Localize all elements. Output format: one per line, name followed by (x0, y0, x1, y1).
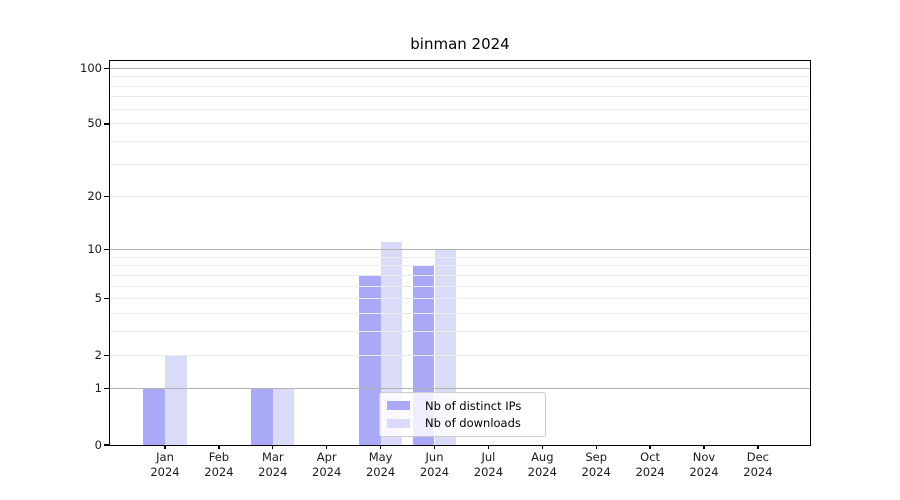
legend-label-downloads: Nb of downloads (425, 416, 521, 431)
y-tick-label-50: 50 (87, 116, 102, 131)
x-tick-mark-jul-2024 (487, 445, 490, 449)
minor-gridline-y-70 (110, 96, 810, 98)
legend: Nb of distinct IPs Nb of downloads (379, 392, 546, 437)
minor-gridline-y-90 (110, 76, 810, 78)
x-tick-label-feb-2024: Feb 2024 (204, 450, 234, 479)
x-tick-mark-oct-2024 (649, 445, 651, 449)
legend-item-downloads: Nb of downloads (387, 416, 538, 430)
bar-nb-of-distinct-ips-mar-2024 (251, 388, 273, 445)
minor-gridline-y-6 (110, 285, 810, 287)
legend-swatch-downloads (387, 419, 410, 428)
y-tick-mark-1 (104, 387, 109, 390)
x-tick-mark-apr-2024 (326, 445, 328, 449)
x-tick-label-jan-2024: Jan 2024 (150, 450, 180, 479)
y-tick-label-2: 2 (94, 347, 102, 362)
minor-gridline-y-4 (110, 313, 810, 315)
bar-nb-of-distinct-ips-may-2024 (358, 275, 381, 445)
y-tick-label-5: 5 (94, 291, 102, 306)
minor-gridline-y-7 (110, 274, 810, 276)
x-tick-mark-aug-2024 (541, 445, 543, 449)
legend-swatch-distinct-ips (387, 401, 410, 410)
x-tick-mark-nov-2024 (703, 445, 705, 449)
x-tick-mark-feb-2024 (218, 445, 220, 449)
x-tick-label-apr-2024: Apr 2024 (312, 450, 342, 479)
minor-gridline-y-8 (110, 265, 810, 267)
minor-gridline-y-2 (110, 354, 810, 356)
minor-gridline-y-40 (110, 141, 810, 143)
x-tick-mark-sep-2024 (595, 445, 597, 449)
minor-gridline-y-30 (110, 164, 810, 166)
minor-gridline-y-3 (110, 331, 810, 333)
x-tick-mark-jun-2024 (433, 445, 436, 449)
major-gridline-y-100 (110, 67, 810, 69)
y-tick-mark-0 (104, 444, 109, 446)
major-gridline-y-10 (110, 248, 810, 250)
bar-nb-of-downloads-mar-2024 (272, 388, 295, 445)
y-tick-mark-2 (104, 354, 109, 356)
bar-nb-of-downloads-jan-2024 (165, 355, 187, 445)
y-tick-mark-100 (104, 67, 109, 69)
x-tick-label-dec-2024: Dec 2024 (743, 450, 773, 479)
x-tick-label-may-2024: May 2024 (365, 450, 396, 479)
minor-gridline-y-60 (110, 108, 810, 110)
bar-nb-of-distinct-ips-jan-2024 (143, 388, 165, 445)
x-tick-label-aug-2024: Aug 2024 (527, 450, 557, 479)
legend-item-distinct-ips: Nb of distinct IPs (387, 399, 538, 413)
y-tick-mark-5 (104, 298, 109, 300)
legend-label-distinct-ips: Nb of distinct IPs (425, 398, 522, 413)
x-tick-mark-mar-2024 (272, 445, 274, 449)
major-gridline-y-1 (110, 387, 810, 389)
y-tick-label-100: 100 (80, 60, 102, 75)
x-tick-label-sep-2024: Sep 2024 (581, 450, 611, 479)
y-tick-mark-10 (104, 248, 109, 250)
chart-title: binman 2024 (410, 35, 510, 53)
y-tick-label-20: 20 (87, 188, 102, 203)
minor-gridline-y-5 (110, 298, 810, 300)
x-tick-label-jul-2024: Jul 2024 (473, 450, 504, 479)
x-tick-mark-jan-2024 (164, 445, 166, 449)
y-tick-label-10: 10 (87, 241, 102, 256)
minor-gridline-y-80 (110, 85, 810, 87)
y-tick-label-1: 1 (94, 380, 102, 395)
minor-gridline-y-50 (110, 123, 810, 125)
x-tick-label-mar-2024: Mar 2024 (258, 450, 288, 479)
minor-gridline-y-9 (110, 256, 810, 258)
x-tick-mark-may-2024 (379, 445, 382, 449)
y-tick-mark-20 (104, 195, 109, 198)
y-tick-mark-50 (104, 123, 109, 125)
plot-area (110, 61, 810, 445)
minor-gridline-y-20 (110, 195, 810, 197)
x-tick-label-oct-2024: Oct 2024 (635, 450, 665, 479)
x-tick-label-nov-2024: Nov 2024 (689, 450, 719, 479)
x-tick-mark-dec-2024 (757, 445, 759, 449)
x-tick-label-jun-2024: Jun 2024 (419, 450, 450, 479)
y-tick-label-0: 0 (94, 437, 102, 452)
